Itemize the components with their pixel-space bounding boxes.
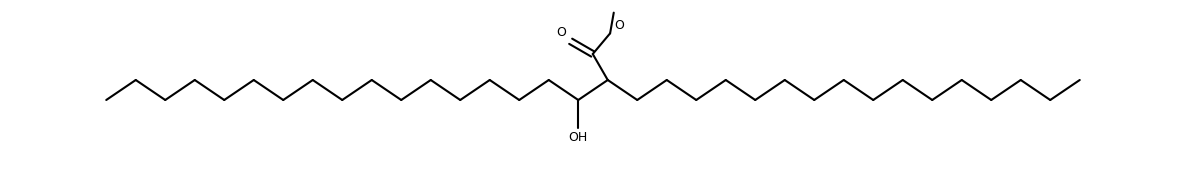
Text: O: O bbox=[614, 19, 624, 32]
Text: OH: OH bbox=[568, 131, 588, 144]
Text: O: O bbox=[556, 26, 566, 39]
